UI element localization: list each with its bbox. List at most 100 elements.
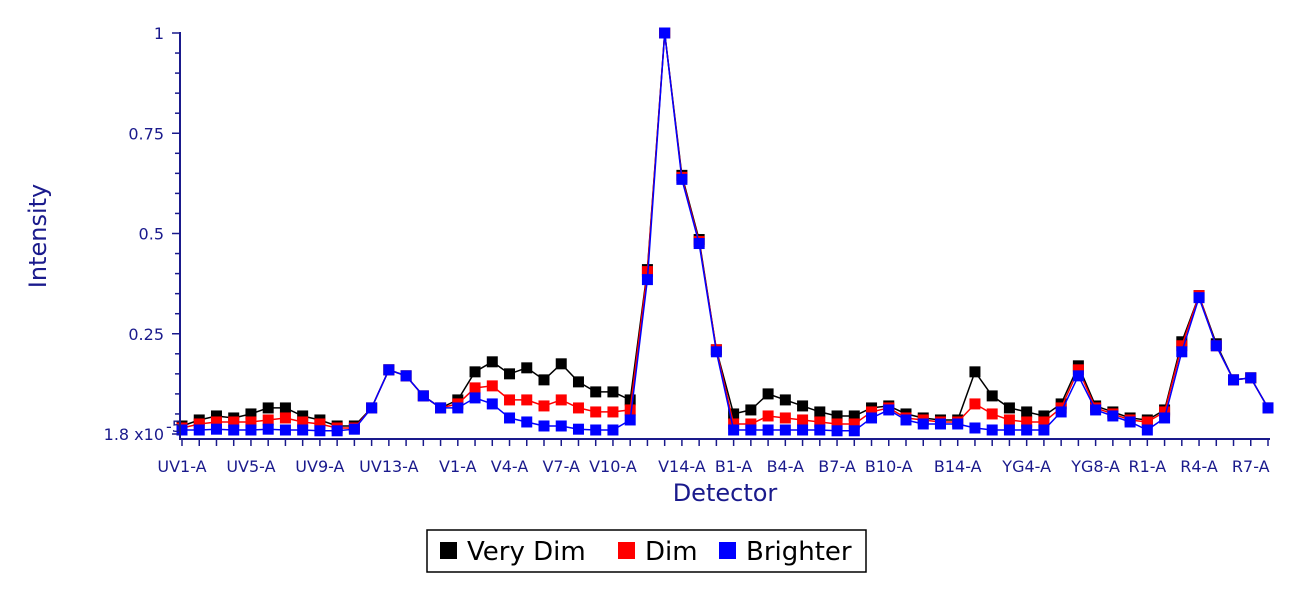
- data-point: [1228, 374, 1240, 386]
- data-point: [883, 404, 895, 416]
- data-point: [469, 382, 481, 394]
- data-point: [831, 418, 843, 430]
- data-point: [848, 410, 860, 422]
- data-point: [1003, 424, 1015, 436]
- x-tick-label: V1-A: [439, 457, 477, 476]
- data-point: [538, 420, 550, 432]
- data-point: [1159, 412, 1171, 424]
- data-point: [590, 406, 602, 418]
- data-point: [469, 392, 481, 404]
- x-tick-label: UV9-A: [295, 457, 344, 476]
- data-point: [572, 423, 584, 435]
- data-point: [297, 424, 309, 436]
- data-point: [934, 418, 946, 430]
- data-point: [1003, 402, 1015, 414]
- data-point: [279, 402, 291, 414]
- data-point: [1072, 364, 1084, 376]
- x-tick-label: UV13-A: [359, 457, 418, 476]
- x-tick-label: V10-A: [589, 457, 637, 476]
- data-point: [986, 390, 998, 402]
- data-point: [814, 406, 826, 418]
- series-brighter: [176, 27, 1274, 437]
- data-point: [814, 424, 826, 436]
- y-tick-label: 0.5: [139, 225, 164, 244]
- data-point: [297, 416, 309, 428]
- data-point: [486, 356, 498, 368]
- data-point: [504, 412, 516, 424]
- data-point: [1245, 372, 1257, 384]
- x-tick-label: V14-A: [658, 457, 706, 476]
- legend-label-very-dim: Very Dim: [467, 537, 586, 567]
- data-point: [210, 410, 222, 422]
- data-point: [504, 368, 516, 380]
- x-tick-label: UV5-A: [226, 457, 275, 476]
- data-point: [245, 416, 257, 428]
- data-point: [607, 424, 619, 436]
- data-point: [521, 416, 533, 428]
- data-point: [624, 404, 636, 416]
- data-point: [504, 394, 516, 406]
- series-very-dim: [176, 27, 1274, 432]
- data-point: [245, 408, 257, 420]
- data-point: [848, 425, 860, 437]
- data-point: [624, 414, 636, 426]
- data-point: [969, 422, 981, 434]
- data-point: [1055, 406, 1067, 418]
- data-point: [1021, 406, 1033, 418]
- data-point: [952, 418, 964, 430]
- data-point: [400, 370, 412, 382]
- data-point: [917, 418, 929, 430]
- data-point: [728, 418, 740, 430]
- data-point: [538, 400, 550, 412]
- data-point: [383, 364, 395, 376]
- data-point: [228, 416, 240, 428]
- series-line: [181, 32, 1269, 427]
- x-tick-label: V7-A: [542, 457, 580, 476]
- data-point: [521, 394, 533, 406]
- series-line: [182, 32, 1269, 432]
- data-point: [279, 412, 291, 424]
- data-point: [1038, 410, 1050, 422]
- data-point: [1141, 424, 1153, 436]
- data-point: [572, 376, 584, 388]
- x-tick-label: B14-A: [934, 457, 982, 476]
- y-tick-label: 1.8 x10: [104, 425, 164, 444]
- data-point: [1003, 414, 1015, 426]
- data-point: [228, 424, 240, 436]
- data-point: [607, 406, 619, 418]
- data-point: [452, 402, 464, 414]
- data-point: [486, 398, 498, 410]
- series-dim: [176, 27, 1274, 434]
- y-tick-label: 0.25: [128, 325, 164, 344]
- data-point: [262, 414, 274, 426]
- data-point: [1176, 346, 1188, 358]
- legend-marker-brighter: [719, 542, 736, 559]
- x-tick-label: B4-A: [767, 457, 805, 476]
- legend-box: [426, 529, 867, 573]
- data-point: [779, 424, 791, 436]
- data-point: [1107, 410, 1119, 422]
- data-point: [1141, 416, 1153, 428]
- data-point: [538, 374, 550, 386]
- legend-marker-dim: [618, 542, 635, 559]
- data-point: [1090, 404, 1102, 416]
- data-point: [1262, 402, 1274, 414]
- data-point: [900, 414, 912, 426]
- data-point: [1210, 340, 1222, 352]
- data-point: [866, 406, 878, 418]
- data-point: [797, 424, 809, 436]
- data-point: [521, 362, 533, 374]
- data-point: [1193, 292, 1205, 304]
- data-point: [797, 414, 809, 426]
- data-point: [1072, 370, 1084, 382]
- data-point: [641, 274, 653, 286]
- series-layer: [176, 27, 1274, 437]
- data-point: [245, 424, 257, 436]
- data-point: [1038, 416, 1050, 428]
- data-point: [1038, 424, 1050, 436]
- data-point: [176, 424, 188, 436]
- legend-label-dim: Dim: [645, 537, 698, 567]
- data-point: [1124, 416, 1136, 428]
- data-point: [262, 423, 274, 435]
